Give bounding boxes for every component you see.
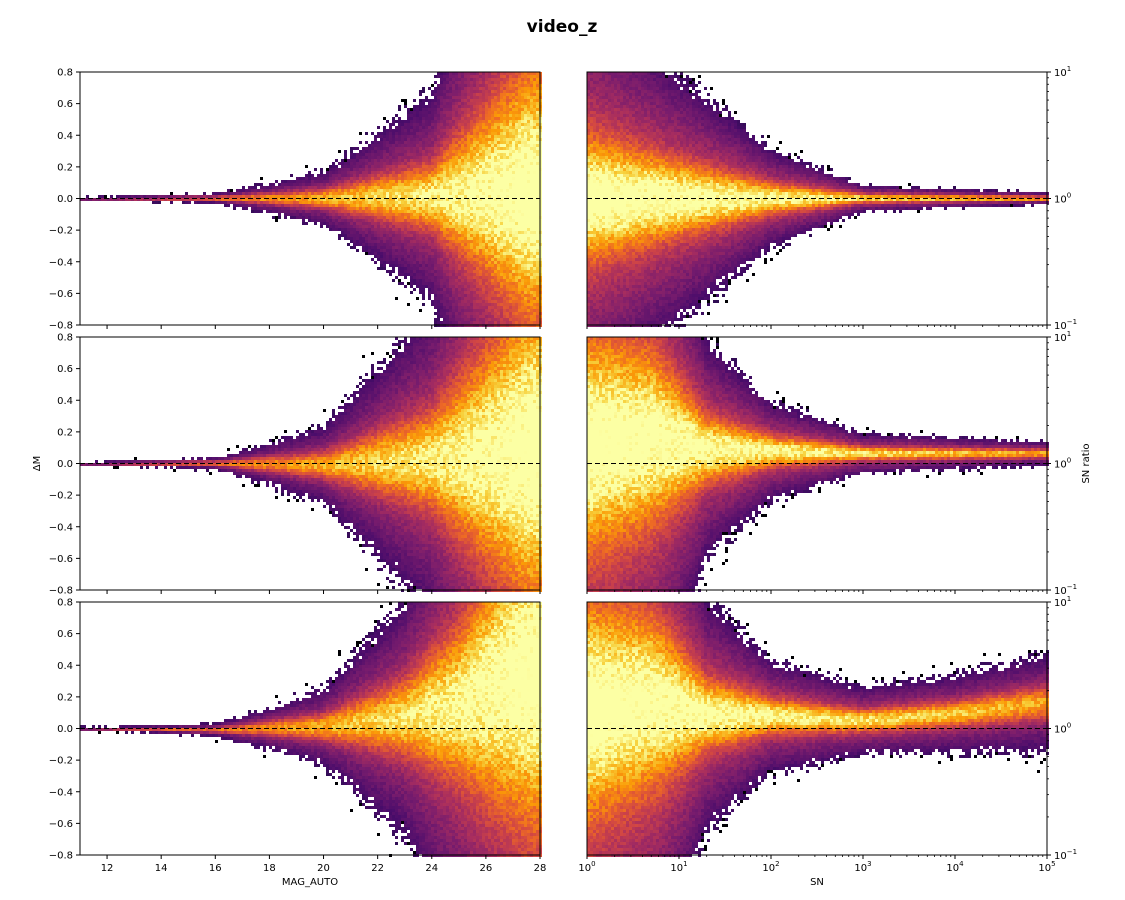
- y-tick-label: 0.6: [57, 364, 73, 375]
- y-tick-label: −0.2: [49, 226, 73, 237]
- y-tick-label: −0.4: [49, 787, 73, 798]
- x-axis-label: MAG_AUTO: [282, 877, 338, 888]
- y-tick-label: 101: [1054, 330, 1071, 344]
- x-tick-label: 16: [209, 863, 222, 874]
- y-tick-label: 0.4: [57, 661, 73, 672]
- y-tick-label: 0.8: [57, 598, 73, 609]
- figure-title: video_z: [527, 17, 598, 37]
- x-tick-label: 101: [670, 860, 687, 874]
- panels-group: −0.8−0.6−0.4−0.20.00.20.40.60.810−110010…: [32, 65, 1092, 888]
- y-axis-label: SN ratio: [1081, 443, 1092, 483]
- y-tick-label: 0.6: [57, 99, 73, 110]
- y-tick-label: 101: [1054, 595, 1071, 609]
- x-tick-label: 103: [854, 860, 871, 874]
- y-tick-label: 10−1: [1054, 318, 1077, 332]
- y-axis-label: ΔM: [32, 456, 43, 471]
- y-tick-label: −0.6: [49, 554, 73, 565]
- y-tick-label: −0.6: [49, 289, 73, 300]
- y-tick-label: −0.4: [49, 522, 73, 533]
- x-tick-label: 105: [1038, 860, 1055, 874]
- y-tick-label: −0.2: [49, 491, 73, 502]
- panel-1-left: −0.8 −0.6 −0.4 −0.2 0.0 0.2 0.4 0.6 0.8 ΔM: [32, 333, 542, 597]
- panel-0-right: 10−1 100 101: [587, 65, 1077, 332]
- y-tick-label: −0.8: [49, 321, 73, 332]
- density-cells: [587, 72, 1049, 327]
- y-tick-label: −0.8: [49, 586, 73, 597]
- y-tick-label: 0.8: [57, 333, 73, 344]
- y-tick-label: 100: [1054, 457, 1071, 471]
- x-tick-label: 28: [534, 863, 547, 874]
- y-tick-label: 100: [1054, 722, 1071, 736]
- y-tick-label: −0.6: [49, 819, 73, 830]
- x-tick-label: 104: [946, 860, 964, 874]
- density-cells: [587, 602, 1049, 857]
- x-tick-label: 18: [263, 863, 276, 874]
- x-tick-label: 12: [101, 863, 114, 874]
- x-tick-label: 24: [425, 863, 438, 874]
- y-tick-label: 0.2: [57, 692, 73, 703]
- y-tick-label: 0.4: [57, 131, 73, 142]
- panel-2-right: 10−1 100 101 100 101 102 103 104 105 SN: [578, 595, 1077, 888]
- density-cells: [80, 337, 542, 592]
- panel-0-left: −0.8 −0.6 −0.4 −0.2 0.0 0.2 0.4 0.6 0.8: [49, 68, 542, 332]
- x-tick-label: 20: [317, 863, 330, 874]
- y-tick-label: 10−1: [1054, 583, 1077, 597]
- x-tick-label: 102: [762, 860, 779, 874]
- y-tick-label: 0.0: [57, 194, 73, 205]
- y-tick-label: 10−1: [1054, 848, 1077, 862]
- x-axis-label: SN: [810, 877, 824, 888]
- y-tick-label: 0.2: [57, 427, 73, 438]
- y-tick-label: 0.6: [57, 629, 73, 640]
- y-tick-label: 0.0: [57, 724, 73, 735]
- y-tick-label: 0.0: [57, 459, 73, 470]
- panel-2-left: −0.8 −0.6 −0.4 −0.2 0.0 0.2 0.4 0.6 0.8 12 14 16 18 2…: [49, 598, 547, 889]
- density-cells: [80, 72, 542, 327]
- y-tick-label: −0.2: [49, 756, 73, 767]
- x-tick-label: 26: [480, 863, 493, 874]
- y-tick-label: 0.2: [57, 162, 73, 173]
- y-tick-label: −0.4: [49, 257, 73, 268]
- y-tick-label: 100: [1054, 192, 1071, 206]
- y-tick-label: −0.8: [49, 851, 73, 862]
- density-cells: [587, 337, 1049, 592]
- x-tick-label: 22: [371, 863, 384, 874]
- x-tick-label: 100: [578, 860, 595, 874]
- density-cells: [80, 602, 542, 857]
- y-tick-label: 0.4: [57, 396, 73, 407]
- x-tick-label: 14: [155, 863, 168, 874]
- y-tick-label: 0.8: [57, 68, 73, 79]
- y-tick-label: 101: [1054, 65, 1071, 79]
- panel-1-right: 10−1 100 101 SN ratio: [587, 330, 1092, 597]
